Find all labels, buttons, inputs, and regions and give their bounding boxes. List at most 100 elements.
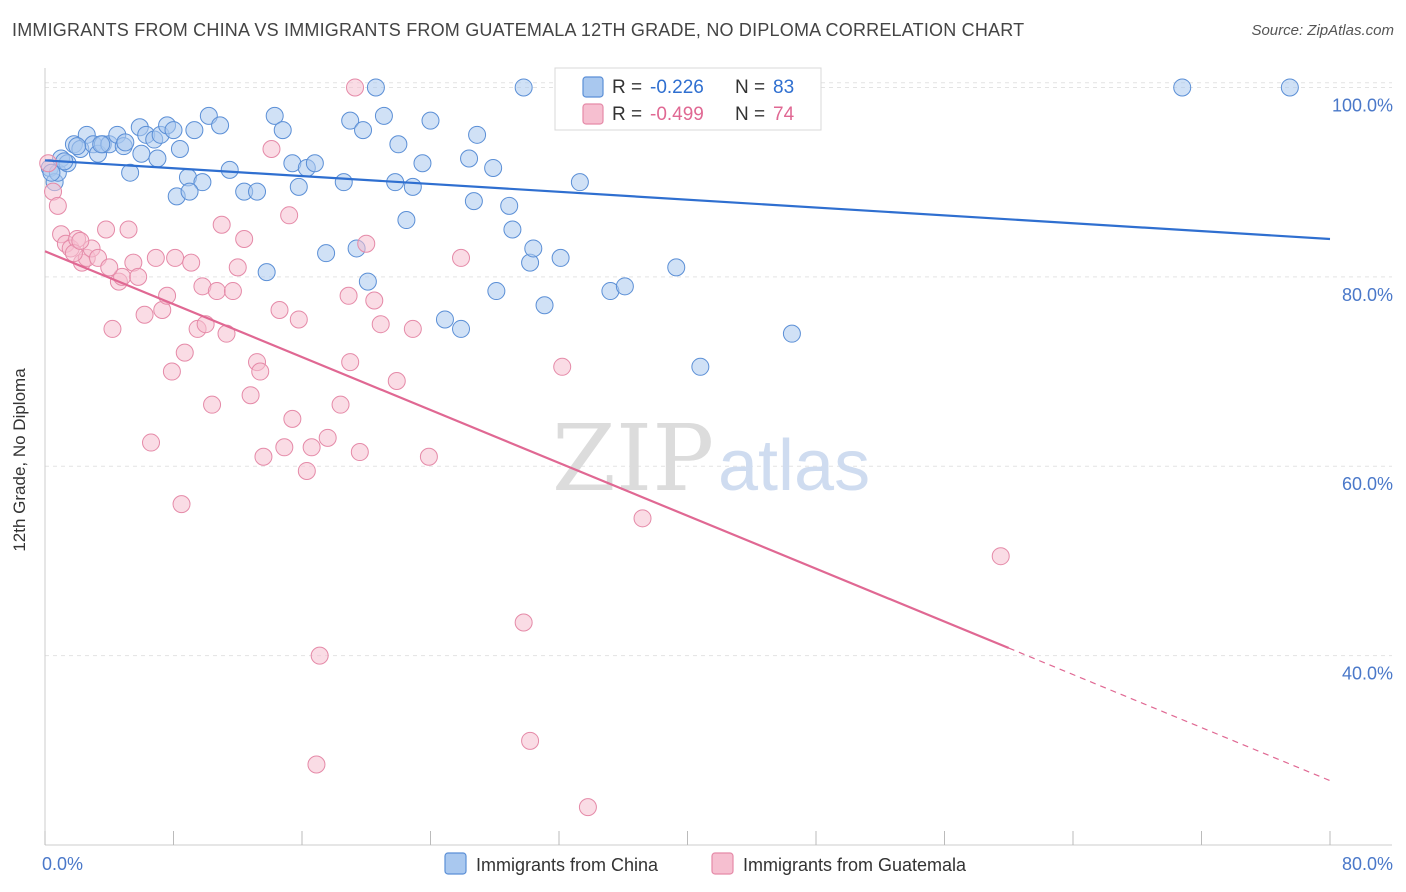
china-point <box>341 111 360 130</box>
china-point <box>273 121 292 140</box>
guatemala-point <box>162 362 181 381</box>
guatemala-point <box>350 443 369 462</box>
china-point <box>535 296 554 315</box>
legend-swatch-guatemala <box>582 103 604 125</box>
guatemala-point <box>357 234 376 253</box>
legend-guatemala-r-label: R = <box>612 104 642 125</box>
china-point <box>421 111 440 130</box>
trend-lines <box>44 159 1331 782</box>
china-point <box>132 144 151 163</box>
guatemala-point <box>275 438 294 457</box>
china-point <box>782 324 801 343</box>
axes <box>44 68 1392 846</box>
guatemala-point <box>166 248 185 267</box>
china-point <box>374 106 393 125</box>
china-point <box>170 140 189 159</box>
guatemala-point <box>207 282 226 301</box>
china-point <box>514 78 533 97</box>
guatemala-point <box>48 196 67 215</box>
china-point <box>185 121 204 140</box>
china-trend-line <box>44 159 1331 241</box>
guatemala-point <box>514 613 533 632</box>
china-point <box>615 277 634 296</box>
guatemala-point <box>387 372 406 391</box>
x-tick-label-min: 0.0% <box>42 854 83 874</box>
guatemala-points <box>39 78 1010 817</box>
china-point <box>180 182 199 201</box>
gridlines <box>45 82 1392 657</box>
guatemala-point <box>228 258 247 277</box>
guatemala-point <box>991 547 1010 566</box>
china-point <box>691 357 710 376</box>
guatemala-point <box>553 357 572 376</box>
china-point <box>524 239 543 258</box>
china-point <box>68 137 87 156</box>
china-point <box>551 248 570 267</box>
china-point <box>667 258 686 277</box>
guatemala-point <box>254 447 273 466</box>
guatemala-point <box>371 315 390 334</box>
china-point <box>570 173 589 192</box>
guatemala-point <box>521 731 540 750</box>
china-point <box>358 272 377 291</box>
china-point <box>211 116 230 135</box>
china-point <box>193 173 212 192</box>
guatemala-trend-line <box>44 250 1010 650</box>
guatemala-point <box>97 220 116 239</box>
guatemala-point <box>142 433 161 452</box>
guatemala-point <box>270 300 289 319</box>
china-point <box>413 154 432 173</box>
guatemala-point <box>365 291 384 310</box>
legend-series: Immigrants from China Immigrants from Gu… <box>444 852 967 875</box>
china-point <box>257 263 276 282</box>
legend-stats: R = -0.226 N = 83 R = -0.499 N = 74 <box>554 67 822 131</box>
watermark-atlas: atlas <box>718 426 870 506</box>
legend-series-label-china: Immigrants from China <box>476 855 659 875</box>
guatemala-point <box>346 78 365 97</box>
guatemala-point <box>175 343 194 362</box>
china-point <box>484 158 503 177</box>
china-point <box>164 121 183 140</box>
guatemala-point <box>103 319 122 338</box>
guatemala-point <box>318 428 337 447</box>
x-tick-labels: 0.0% 80.0% <box>42 854 1393 874</box>
china-point <box>500 196 519 215</box>
legend-guatemala-n-label: N = <box>735 104 765 125</box>
china-point <box>468 125 487 144</box>
guatemala-point <box>146 248 165 267</box>
y-tick-labels: 40.0% 60.0% 80.0% 100.0% <box>1332 95 1393 683</box>
china-point <box>121 163 140 182</box>
guatemala-point <box>307 755 326 774</box>
guatemala-point <box>331 395 350 414</box>
guatemala-point <box>135 305 154 324</box>
china-point <box>452 319 471 338</box>
china-point <box>366 78 385 97</box>
x-tick-label-max: 80.0% <box>1342 854 1393 874</box>
china-point <box>435 310 454 329</box>
guatemala-point <box>172 495 191 514</box>
legend-series-swatch-china <box>444 852 467 875</box>
china-point <box>464 192 483 211</box>
watermark-zip: ZIP <box>552 405 714 512</box>
legend-series-swatch-guatemala <box>711 852 734 875</box>
legend-china-r-label: R = <box>612 77 642 98</box>
guatemala-point <box>633 509 652 528</box>
china-point <box>248 182 267 201</box>
guatemala-point <box>241 386 260 405</box>
china-point <box>92 135 111 154</box>
china-point <box>503 220 522 239</box>
guatemala-point <box>203 395 222 414</box>
china-point <box>317 244 336 263</box>
guatemala-point <box>182 253 201 272</box>
guatemala-point <box>235 229 254 248</box>
guatemala-point <box>212 215 231 234</box>
guatemala-point <box>310 646 329 665</box>
china-point <box>265 106 284 125</box>
legend-china-r-value: -0.226 <box>650 77 704 98</box>
guatemala-point <box>578 798 597 817</box>
guatemala-point <box>280 206 299 225</box>
guatemala-point <box>129 267 148 286</box>
guatemala-point <box>283 409 302 428</box>
guatemala-point <box>452 248 471 267</box>
